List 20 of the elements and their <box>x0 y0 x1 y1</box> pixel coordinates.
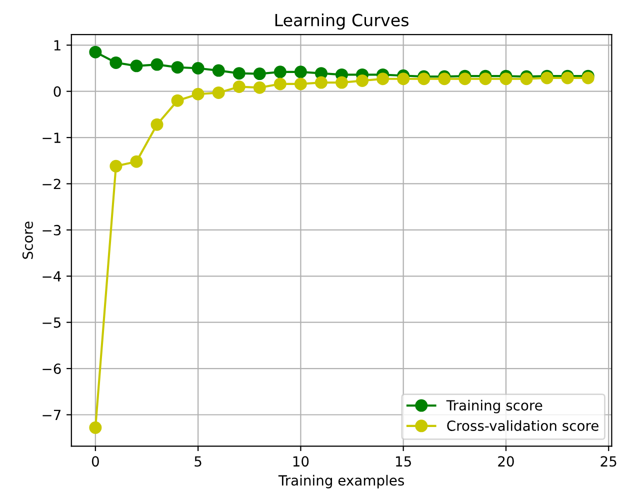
x-tick-label: 5 <box>194 456 202 467</box>
x-tick-label: 20 <box>498 456 514 467</box>
y-tick-label: −4 <box>42 271 61 282</box>
x-axis-title: Training examples <box>278 474 404 488</box>
y-tick-label: −5 <box>42 317 60 328</box>
y-tick-label: −6 <box>42 364 61 374</box>
x-tick-label: 0 <box>92 456 99 467</box>
chart-title: Learning Curves <box>275 14 408 30</box>
y-tick-label: −1 <box>42 132 60 143</box>
x-tick-label: 10 <box>293 456 309 467</box>
x-tick-label: 25 <box>600 456 616 467</box>
legend-label: Training score <box>446 400 542 414</box>
y-tick-label: 1 <box>54 40 60 50</box>
y-tick-label: −3 <box>42 224 61 236</box>
y-tick-label: −7 <box>42 410 61 420</box>
x-tick-label: 15 <box>396 456 411 467</box>
legend-label: Cross-validation score <box>447 420 598 431</box>
y-tick-label: −2 <box>42 178 60 190</box>
y-tick-label: 0 <box>54 86 61 97</box>
y-axis-title: Score <box>22 222 33 259</box>
